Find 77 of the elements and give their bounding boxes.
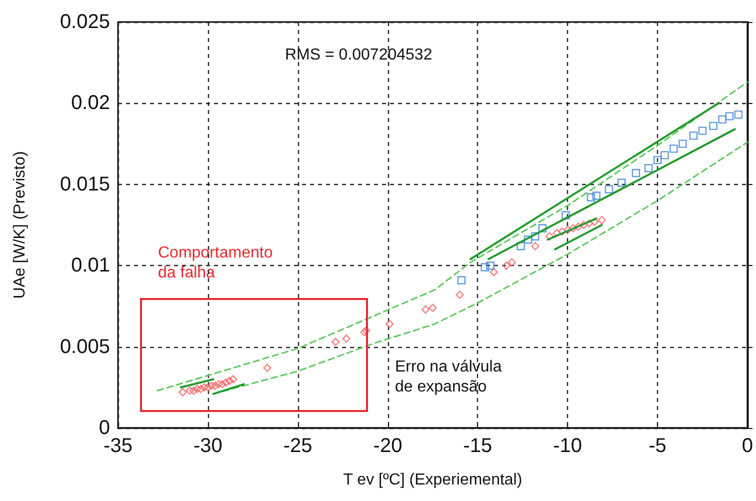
point — [342, 334, 350, 343]
point — [332, 338, 340, 346]
point — [228, 375, 238, 384]
point — [421, 305, 430, 314]
point — [734, 110, 743, 119]
point — [222, 378, 230, 387]
point — [428, 304, 437, 312]
point — [678, 140, 687, 148]
annotation: Erro na válvula de expansão — [395, 358, 506, 396]
point — [486, 262, 494, 270]
point — [585, 219, 594, 228]
point — [502, 262, 511, 270]
point — [531, 242, 540, 250]
point — [709, 122, 718, 130]
point — [457, 276, 466, 284]
y-tick-label: 0.005 — [60, 336, 110, 358]
point — [590, 218, 599, 226]
point — [385, 320, 394, 328]
point — [604, 185, 614, 194]
point — [186, 386, 194, 395]
point — [574, 222, 582, 231]
point — [586, 193, 596, 202]
point — [207, 382, 216, 390]
point — [538, 224, 547, 232]
y-tick-label: 0.025 — [60, 11, 110, 33]
point — [200, 383, 208, 392]
x-tick-label: -5 — [648, 435, 666, 457]
point — [360, 328, 368, 336]
point — [632, 168, 640, 178]
point — [196, 384, 205, 394]
annotation: RMS = 0.007204532 — [285, 46, 432, 64]
x-tick-label: -20 — [373, 435, 402, 457]
point — [698, 126, 707, 135]
point — [211, 382, 220, 390]
point — [204, 383, 212, 392]
y-tick-label: 0.02 — [71, 92, 110, 114]
point — [456, 290, 464, 299]
point — [718, 115, 726, 124]
y-axis-title: UAe [W/K] (Previsto) — [12, 151, 28, 299]
point — [592, 192, 600, 200]
point — [580, 220, 588, 230]
point — [178, 388, 187, 396]
point — [598, 216, 606, 224]
point — [660, 151, 669, 160]
point — [564, 226, 572, 234]
annotation: Comportamento da falha — [158, 244, 278, 282]
x-tick-label: -10 — [553, 435, 582, 457]
point — [558, 227, 566, 236]
point — [725, 112, 734, 120]
point — [644, 164, 653, 172]
y-tick-label: 0.015 — [60, 173, 110, 196]
point — [670, 144, 678, 153]
x-tick-label: -15 — [463, 435, 492, 457]
point — [189, 386, 198, 395]
point — [531, 232, 540, 240]
point — [263, 364, 272, 372]
x-tick-label: 0 — [742, 435, 753, 457]
point — [362, 326, 370, 335]
point — [689, 132, 698, 140]
point — [516, 242, 525, 250]
point — [225, 376, 234, 386]
point — [568, 224, 578, 232]
point — [480, 263, 489, 272]
point — [490, 268, 498, 276]
point — [214, 380, 223, 388]
y-tick-label: 0.01 — [71, 254, 110, 277]
point — [193, 384, 202, 394]
x-tick-label: -25 — [283, 435, 312, 457]
point — [546, 232, 554, 240]
point — [218, 380, 226, 388]
point — [617, 178, 626, 187]
point — [653, 156, 662, 164]
x-tick-label: -30 — [193, 435, 222, 457]
point — [562, 211, 570, 220]
point — [508, 258, 516, 266]
point — [524, 236, 532, 244]
x-axis-title: T ev [ºC] (Experiemental) — [343, 472, 522, 488]
